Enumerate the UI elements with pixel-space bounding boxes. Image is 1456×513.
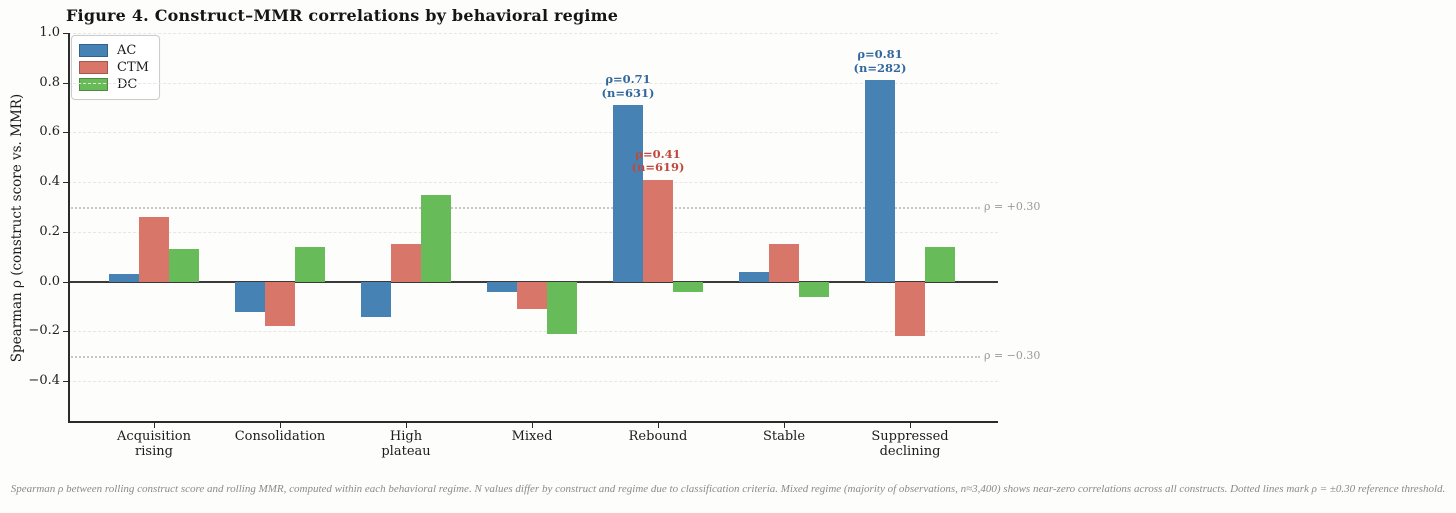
x-tick-label-stable: Stable (762, 429, 806, 444)
x-tick-label-consolidation: Consolidation (234, 429, 326, 444)
y-tick-mark (63, 281, 68, 283)
y-tick-mark (63, 33, 68, 34)
legend-item-dc: DC (79, 76, 149, 93)
bar-ctm-mixed (517, 281, 547, 310)
legend-label-dc: DC (117, 77, 138, 92)
bar-dc-high-plateau (421, 194, 451, 282)
y-tick-label: −0.2 (28, 323, 60, 339)
y-tick-label: 0.0 (39, 273, 60, 289)
y-tick-label: 0.8 (39, 74, 60, 90)
reference-line (68, 207, 980, 210)
gridline (68, 33, 998, 34)
y-tick-mark (63, 82, 68, 84)
legend-swatch-ac-icon (79, 44, 108, 57)
reference-line-label: ρ = +0.30 (984, 200, 1041, 214)
bar-ac-high-plateau (361, 281, 391, 317)
legend-label-ac: AC (117, 43, 137, 58)
bar-dc-mixed (547, 281, 577, 334)
x-tick-mark (658, 423, 659, 428)
bar-ac-suppressed-declining (865, 80, 895, 282)
x-tick-label-suppressed-declining: Suppressed declining (871, 429, 949, 459)
x-tick-mark (406, 423, 407, 428)
bar-annotation-ctm-rebound: ρ=0.41 (n=619) (631, 146, 685, 175)
x-tick-mark (532, 423, 533, 428)
reference-line (68, 356, 980, 359)
y-tick-mark (63, 231, 68, 233)
legend-item-ac: AC (79, 42, 149, 59)
bar-dc-consolidation (295, 246, 325, 282)
bar-ac-acquisition-rising (109, 274, 139, 282)
bar-dc-suppressed-declining (925, 246, 955, 282)
bar-ac-rebound (613, 105, 643, 282)
legend-label-ctm: CTM (117, 60, 149, 75)
gridline (68, 182, 998, 184)
x-tick-label-rebound: Rebound (628, 429, 688, 444)
bar-ctm-stable (769, 244, 799, 282)
chart-title: Figure 4. Construct–MMR correlations by … (66, 6, 619, 25)
bar-ctm-acquisition-rising (139, 217, 169, 282)
figure-caption: Spearman ρ between rolling construct sco… (10, 483, 1446, 495)
x-tick-mark (154, 423, 155, 428)
gridline (68, 381, 998, 383)
x-tick-label-high-plateau: High plateau (381, 429, 431, 459)
plot-area: Spearman ρ (construct score vs. MMR) AC C… (9, 25, 1041, 459)
y-tick-mark (63, 132, 68, 134)
bar-ctm-suppressed-declining (895, 281, 925, 337)
y-tick-label: 0.2 (39, 223, 60, 239)
reference-line-label: ρ = −0.30 (984, 349, 1041, 363)
bar-ctm-rebound (643, 179, 673, 282)
bar-annotation-ac-suppressed-declining: ρ=0.81 (n=282) (853, 47, 907, 75)
bar-ctm-consolidation (265, 281, 295, 327)
y-tick-mark (63, 331, 68, 333)
x-tick-mark (910, 423, 911, 428)
legend-item-ctm: CTM (79, 59, 149, 76)
y-tick-mark (63, 381, 68, 383)
bar-dc-acquisition-rising (169, 249, 199, 282)
y-axis-spine (68, 33, 70, 421)
legend: AC CTM DC (71, 35, 160, 100)
bar-dc-rebound (673, 281, 703, 292)
legend-swatch-ctm-icon (79, 61, 108, 74)
y-tick-label: 1.0 (39, 25, 60, 40)
bar-dc-stable (799, 281, 829, 297)
x-tick-mark (784, 423, 785, 428)
y-tick-label: −0.4 (28, 373, 60, 389)
y-tick-label: 0.6 (39, 124, 60, 140)
bar-ac-consolidation (235, 281, 265, 312)
bar-ac-stable (739, 271, 769, 282)
x-tick-label-acquisition-rising: Acquisition rising (117, 429, 191, 459)
bar-annotation-ac-rebound: ρ=0.71 (n=631) (601, 72, 655, 100)
y-tick-mark (63, 182, 68, 184)
gridline (68, 231, 998, 233)
x-tick-mark (280, 423, 281, 428)
x-tick-label-mixed: Mixed (511, 429, 553, 444)
x-axis-spine (68, 421, 998, 423)
bar-ac-mixed (487, 281, 517, 292)
gridline (68, 331, 998, 333)
bar-ctm-high-plateau (391, 244, 421, 282)
y-tick-label: 0.4 (39, 174, 60, 190)
legend-swatch-dc-icon (79, 78, 108, 91)
gridline (68, 82, 998, 84)
gridline (68, 132, 998, 134)
